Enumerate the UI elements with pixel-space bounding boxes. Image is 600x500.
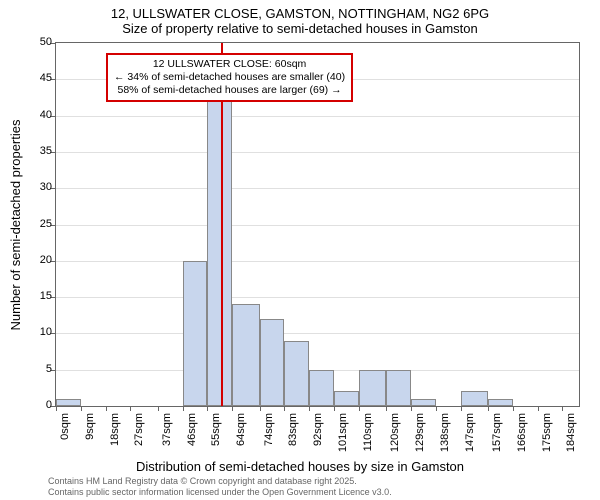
histogram-bar	[260, 319, 285, 406]
title-block: 12, ULLSWATER CLOSE, GAMSTON, NOTTINGHAM…	[0, 0, 600, 36]
title-line2: Size of property relative to semi-detach…	[0, 21, 600, 36]
y-tick-label: 20	[28, 254, 52, 266]
y-tick-label: 10	[28, 326, 52, 338]
plot-area: 12 ULLSWATER CLOSE: 60sqm← 34% of semi-d…	[55, 42, 580, 407]
x-tickmark	[309, 406, 310, 411]
x-tickmark	[232, 406, 233, 411]
histogram-bar	[183, 261, 208, 406]
x-axis-label: Distribution of semi-detached houses by …	[0, 459, 600, 474]
x-tickmark	[130, 406, 131, 411]
x-tick-label: 18sqm	[109, 413, 121, 446]
histogram-bar	[411, 399, 436, 406]
x-tick-label: 175sqm	[541, 413, 553, 452]
x-tick-label: 9sqm	[84, 413, 96, 440]
x-tickmark	[562, 406, 563, 411]
x-tickmark	[260, 406, 261, 411]
x-tickmark	[158, 406, 159, 411]
histogram-bar	[56, 399, 81, 406]
y-tick-label: 30	[28, 181, 52, 193]
gridline	[56, 297, 579, 298]
gridline	[56, 261, 579, 262]
y-tick-label: 0	[28, 399, 52, 411]
histogram-bar	[461, 391, 489, 406]
annotation-line: 58% of semi-detached houses are larger (…	[114, 84, 345, 97]
x-tick-label: 166sqm	[516, 413, 528, 452]
x-tickmark	[334, 406, 335, 411]
annotation-line: ← 34% of semi-detached houses are smalle…	[114, 71, 345, 84]
x-tickmark	[284, 406, 285, 411]
x-tickmark	[436, 406, 437, 411]
x-tick-label: 64sqm	[235, 413, 247, 446]
footer-credits: Contains HM Land Registry data © Crown c…	[48, 476, 392, 498]
histogram-bar	[309, 370, 334, 406]
histogram-bar	[488, 399, 513, 406]
x-tick-label: 157sqm	[491, 413, 503, 452]
y-tick-label: 35	[28, 145, 52, 157]
x-tick-label: 120sqm	[389, 413, 401, 452]
chart-container: 12, ULLSWATER CLOSE, GAMSTON, NOTTINGHAM…	[0, 0, 600, 500]
title-line1: 12, ULLSWATER CLOSE, GAMSTON, NOTTINGHAM…	[0, 6, 600, 21]
histogram-bar	[284, 341, 309, 406]
x-tick-label: 101sqm	[337, 413, 349, 452]
x-tick-label: 55sqm	[210, 413, 222, 446]
x-tick-label: 129sqm	[414, 413, 426, 452]
x-tick-label: 110sqm	[362, 413, 374, 451]
x-tick-label: 138sqm	[439, 413, 451, 452]
annotation-box: 12 ULLSWATER CLOSE: 60sqm← 34% of semi-d…	[106, 53, 353, 102]
x-tick-label: 27sqm	[133, 413, 145, 446]
histogram-bar	[359, 370, 387, 406]
gridline	[56, 225, 579, 226]
y-tick-label: 40	[28, 109, 52, 121]
annotation-line: 12 ULLSWATER CLOSE: 60sqm	[114, 58, 345, 71]
footer-line2: Contains public sector information licen…	[48, 487, 392, 498]
y-tick-label: 25	[28, 218, 52, 230]
x-tickmark	[461, 406, 462, 411]
x-tick-label: 184sqm	[565, 413, 577, 452]
x-tick-label: 46sqm	[186, 413, 198, 446]
gridline	[56, 188, 579, 189]
x-tickmark	[56, 406, 57, 411]
x-tickmark	[538, 406, 539, 411]
footer-line1: Contains HM Land Registry data © Crown c…	[48, 476, 392, 487]
x-tick-label: 0sqm	[59, 413, 71, 440]
histogram-bar	[334, 391, 359, 406]
x-tickmark	[386, 406, 387, 411]
y-tick-label: 50	[28, 36, 52, 48]
x-tickmark	[513, 406, 514, 411]
gridline	[56, 333, 579, 334]
y-axis-label: Number of semi-detached properties	[8, 120, 23, 331]
histogram-bar	[386, 370, 411, 406]
gridline	[56, 152, 579, 153]
x-tick-label: 83sqm	[287, 413, 299, 446]
x-tickmark	[411, 406, 412, 411]
histogram-bar	[232, 304, 260, 406]
x-tickmark	[359, 406, 360, 411]
histogram-bar	[207, 101, 232, 406]
x-tick-label: 37sqm	[161, 413, 173, 446]
x-tick-label: 74sqm	[263, 413, 275, 446]
x-tickmark	[207, 406, 208, 411]
x-tick-label: 92sqm	[312, 413, 324, 446]
x-tickmark	[81, 406, 82, 411]
x-tick-label: 147sqm	[464, 413, 476, 452]
gridline	[56, 116, 579, 117]
y-tick-label: 15	[28, 290, 52, 302]
x-tickmark	[488, 406, 489, 411]
x-tickmark	[106, 406, 107, 411]
y-tick-label: 45	[28, 72, 52, 84]
y-tick-label: 5	[28, 363, 52, 375]
x-tickmark	[183, 406, 184, 411]
